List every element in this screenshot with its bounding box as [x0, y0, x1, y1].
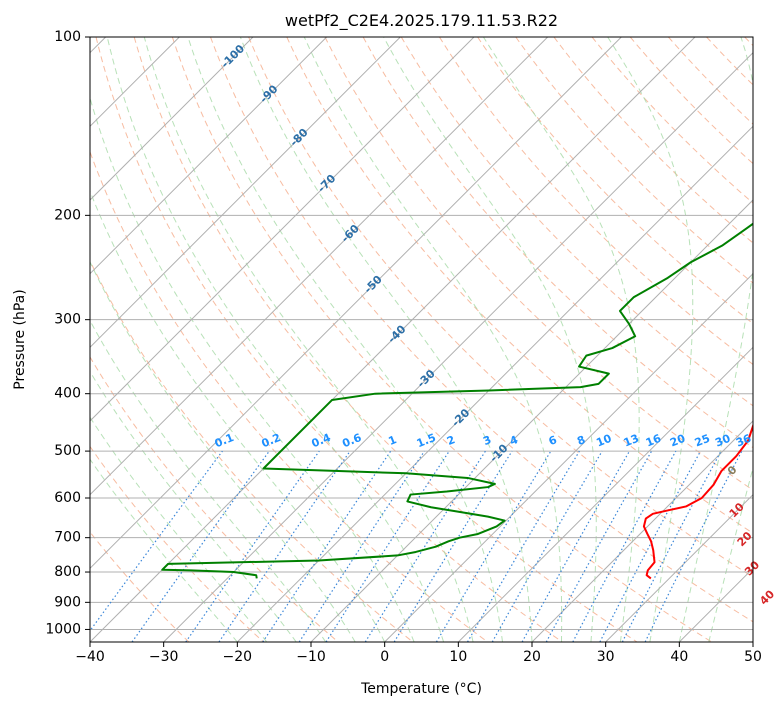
grid-layer	[90, 37, 753, 642]
x-axis-label: Temperature (°C)	[360, 681, 482, 697]
dry-adiabat-line	[286, 37, 753, 534]
isotherm-line	[163, 51, 753, 642]
moist-adiabat-line	[187, 37, 504, 642]
isotherm-line	[90, 37, 328, 275]
dry-adiabat-line	[248, 37, 753, 578]
moist-adiabat-line	[143, 37, 474, 642]
mixing-ratio-line	[435, 450, 552, 642]
mixing-ratio-line	[491, 450, 603, 642]
mixing-ratio-label: 13	[622, 432, 641, 450]
x-tick-label: −30	[149, 649, 179, 665]
y-tick-label: 600	[54, 490, 81, 506]
x-tick-label: 50	[744, 649, 762, 665]
mixing-ratio-label: 2	[445, 433, 457, 448]
mixing-ratio-label: 30	[713, 432, 732, 450]
moist-adiabat-line	[482, 37, 640, 642]
mixing-ratio-label: 8	[575, 433, 587, 448]
mixing-ratio-line	[131, 450, 270, 642]
moist-adiabat-line	[90, 370, 297, 642]
y-tick-label: 700	[54, 530, 81, 546]
isotherm-line	[90, 37, 622, 570]
chart-title: wetPf2_C2E4.2025.179.11.53.R22	[285, 11, 558, 31]
isotherm-line	[236, 125, 753, 642]
mixing-ratio-line	[545, 450, 653, 642]
moist-adiabat-line	[383, 37, 597, 642]
dry-adiabat-line	[90, 259, 414, 642]
y-tick-label: 100	[54, 29, 81, 45]
temperature-profile-line	[642, 418, 753, 580]
dry-adiabat-line	[591, 37, 753, 204]
isotherm-line	[384, 272, 753, 642]
dry-adiabat-line	[171, 37, 712, 642]
plot-frame	[89, 36, 754, 643]
y-axis-label: Pressure (hPa)	[12, 289, 28, 389]
mixing-ratio-label: 16	[644, 432, 663, 450]
dry-adiabat-line	[90, 356, 339, 642]
mixing-ratio-line	[521, 450, 631, 642]
mixing-ratio-line	[393, 450, 513, 642]
moist-adiabat-line	[90, 189, 386, 642]
moist-adiabat-line	[708, 466, 753, 642]
moist-adiabat-line	[678, 37, 753, 642]
y-tick-label: 300	[54, 312, 81, 328]
mixing-ratio-line	[325, 450, 450, 642]
moist-adiabat-line	[90, 319, 327, 642]
y-tick-label: 400	[54, 386, 81, 402]
mixing-ratio-line	[364, 450, 486, 642]
isotherm-line	[531, 420, 753, 642]
x-tick-label: −10	[296, 649, 326, 665]
y-tick-label: 900	[54, 594, 81, 610]
isotherm-line	[457, 346, 753, 642]
moist-adiabat-line	[303, 37, 563, 642]
mixing-ratio-line	[185, 450, 320, 642]
dry-adiabat-line	[95, 37, 563, 642]
isotherm-line	[90, 37, 254, 201]
moist-adiabat-line	[239, 37, 533, 642]
dry-adiabat-line	[553, 37, 753, 244]
moist-adiabat-line	[90, 458, 238, 642]
mixing-ratio-label: 1	[387, 433, 399, 448]
mixing-ratio-label: 36	[734, 432, 753, 450]
data-layer	[161, 222, 753, 580]
mixing-ratio-line	[466, 450, 580, 642]
mixing-ratio-label: 20	[668, 432, 687, 450]
x-tick-label: 0	[380, 649, 389, 665]
dry-adiabat-line	[133, 37, 638, 642]
mixing-ratio-line	[218, 450, 351, 642]
dewpoint-profile-line	[161, 222, 753, 579]
isotherm-line	[310, 199, 753, 642]
x-tick-label: 10	[449, 649, 467, 665]
isotherm-line	[90, 37, 475, 422]
moist-adiabat-line	[90, 416, 268, 642]
mixing-ratio-line	[572, 450, 677, 642]
x-tick-label: 40	[670, 649, 688, 665]
moist-adiabat-line	[106, 37, 445, 642]
axis-layer: −40 −30 −20 −10 0 10 20 30 40 50 100 200 300 400 500 60…	[45, 29, 762, 665]
dry-adiabat-line	[210, 37, 753, 623]
mixing-ratio-label: 3	[481, 433, 493, 448]
dry-adiabat-line	[90, 445, 264, 642]
x-tick-label: 20	[523, 649, 541, 665]
dry-adiabat-line	[439, 37, 753, 366]
y-tick-label: 1000	[45, 621, 81, 637]
dry-adiabat-line	[400, 37, 753, 407]
moist-adiabat-line	[90, 260, 356, 642]
y-tick-label: 200	[54, 207, 81, 223]
y-tick-label: 800	[54, 564, 81, 580]
isotherm-line	[90, 37, 401, 349]
x-tick-label: 30	[597, 649, 615, 665]
mixing-ratio-label: 25	[693, 432, 712, 450]
isotherm-line	[605, 493, 753, 642]
mixing-ratio-label: 10	[594, 432, 613, 450]
dry-adiabat-line	[324, 37, 753, 491]
isotherm-line	[90, 37, 696, 642]
x-tick-label: −20	[223, 649, 253, 665]
isotherm-line	[90, 37, 549, 496]
moist-adiabat-line	[607, 37, 694, 642]
y-tick-label: 500	[54, 443, 81, 459]
x-tick-label: −40	[75, 649, 105, 665]
mixing-ratio-line	[90, 450, 223, 632]
